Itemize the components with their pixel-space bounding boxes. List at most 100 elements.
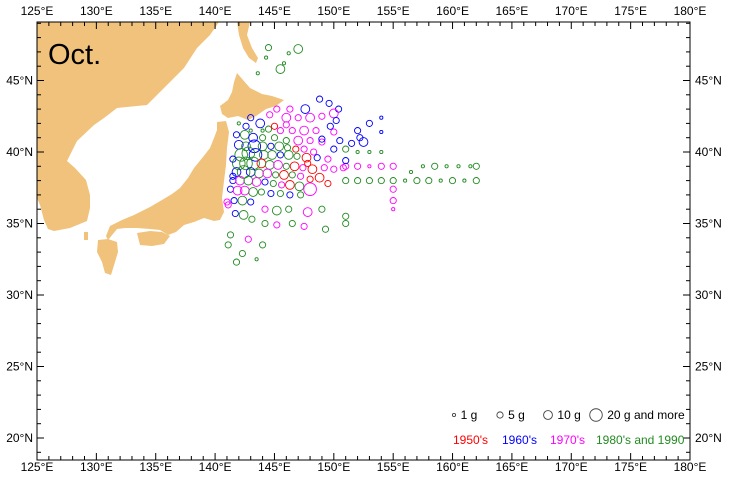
- data-point-60s: [248, 132, 258, 143]
- data-point-70s: [318, 138, 326, 146]
- data-point-60s: [313, 154, 321, 162]
- data-point-60s: [354, 127, 362, 135]
- data-point-60s: [247, 198, 255, 206]
- data-point-80s: [257, 141, 268, 152]
- data-point-50s: [304, 159, 312, 167]
- data-point-80s: [264, 125, 273, 133]
- legend-size-label: 5 g: [508, 408, 525, 422]
- lon-label-bottom: 165°E: [495, 460, 528, 474]
- data-point-80s: [246, 156, 260, 171]
- data-point-70s: [303, 182, 317, 196]
- data-point-80s: [264, 44, 273, 52]
- data-point-80s: [293, 152, 301, 160]
- data-point-50s: [324, 179, 332, 188]
- lon-label-bottom: 150°E: [317, 460, 350, 474]
- data-point-70s: [389, 162, 397, 170]
- data-point-70s: [312, 127, 320, 135]
- data-point-80s: [271, 205, 282, 216]
- data-point-80s: [431, 162, 439, 170]
- data-point-60s: [332, 116, 340, 125]
- data-point-80s: [248, 128, 253, 133]
- data-point-70s: [320, 164, 328, 172]
- month-title: Oct.: [48, 39, 101, 71]
- data-point-70s: [273, 105, 281, 113]
- data-point-50s: [307, 164, 318, 175]
- data-point-60s: [226, 185, 235, 193]
- data-point-80s: [259, 134, 267, 142]
- land-layer: [37, 22, 284, 275]
- data-point-50s: [301, 152, 312, 163]
- data-point-60s: [286, 191, 294, 199]
- data-point-70s: [310, 148, 318, 156]
- data-point-70s: [262, 168, 273, 179]
- data-point-80s: [413, 177, 421, 185]
- data-point-80s: [288, 171, 296, 179]
- data-point-80s: [286, 51, 291, 56]
- data-point-80s: [232, 156, 246, 171]
- data-point-80s: [448, 177, 457, 185]
- lon-label-bottom: 170°E: [555, 460, 588, 474]
- data-point-80s: [264, 160, 275, 170]
- lat-label-left: 30°N: [6, 288, 33, 302]
- lon-label-top: 140°E: [199, 4, 232, 18]
- data-point-60s: [267, 142, 275, 150]
- data-point-80s: [444, 164, 449, 169]
- data-point-70s: [302, 207, 313, 217]
- data-point-80s: [258, 150, 269, 160]
- data-point-60s: [336, 137, 344, 145]
- data-point-70s: [232, 185, 243, 196]
- data-point-80s: [270, 134, 279, 142]
- data-point-70s: [389, 185, 397, 193]
- data-point-70s: [330, 128, 338, 136]
- data-point-70s: [286, 105, 294, 113]
- axis-ticks: [36, 22, 691, 460]
- land-sakhalin: [237, 22, 258, 63]
- data-point-80s: [318, 205, 326, 213]
- lon-label-top: 125°E: [21, 4, 54, 18]
- lon-label-top: 135°E: [139, 4, 172, 18]
- data-point-80s: [288, 219, 296, 228]
- data-point-60s: [330, 145, 338, 153]
- data-point-80s: [294, 181, 305, 192]
- data-point-80s: [365, 177, 373, 185]
- data-point-70s: [294, 114, 302, 122]
- legend-size-symbol: [589, 408, 603, 422]
- data-point-80s: [260, 128, 265, 133]
- data-point-50s: [270, 122, 279, 130]
- data-point-80s: [420, 164, 425, 169]
- legend-size-symbol: [496, 411, 504, 419]
- data-point-70s: [297, 172, 305, 180]
- data-point-80s: [321, 225, 330, 233]
- data-point-70s: [300, 145, 308, 153]
- data-point-80s: [238, 249, 246, 258]
- data-point-70s: [235, 175, 245, 186]
- lat-label-right: 20°N: [695, 431, 722, 445]
- lon-label-bottom: 135°E: [139, 460, 172, 474]
- data-point-70s: [300, 222, 308, 230]
- data-point-80s: [274, 141, 285, 152]
- lat-label-right: 35°N: [695, 217, 722, 231]
- data-point-50s: [289, 161, 300, 172]
- data-point-60s: [325, 99, 333, 107]
- land-hokkaido: [220, 73, 284, 120]
- data-point-80s: [238, 210, 249, 220]
- data-point-80s: [456, 164, 461, 169]
- data-point-70s: [224, 201, 232, 209]
- data-point-80s: [276, 189, 284, 198]
- data-point-70s: [261, 205, 269, 213]
- data-point-80s: [377, 177, 385, 185]
- data-point-70s: [330, 165, 338, 173]
- data-point-70s: [377, 162, 385, 170]
- lon-label-top: 180°E: [674, 4, 707, 18]
- data-point-80s: [285, 205, 293, 213]
- data-point-60s: [230, 197, 238, 205]
- legend-size-symbol: [543, 410, 553, 420]
- lat-label-left: 35°N: [6, 217, 33, 231]
- data-point-70s: [318, 112, 326, 120]
- data-point-60s: [356, 134, 364, 142]
- lon-label-top: 165°E: [495, 4, 528, 18]
- data-point-80s: [379, 149, 384, 155]
- data-point-80s: [472, 177, 480, 185]
- data-point-60s: [242, 122, 250, 130]
